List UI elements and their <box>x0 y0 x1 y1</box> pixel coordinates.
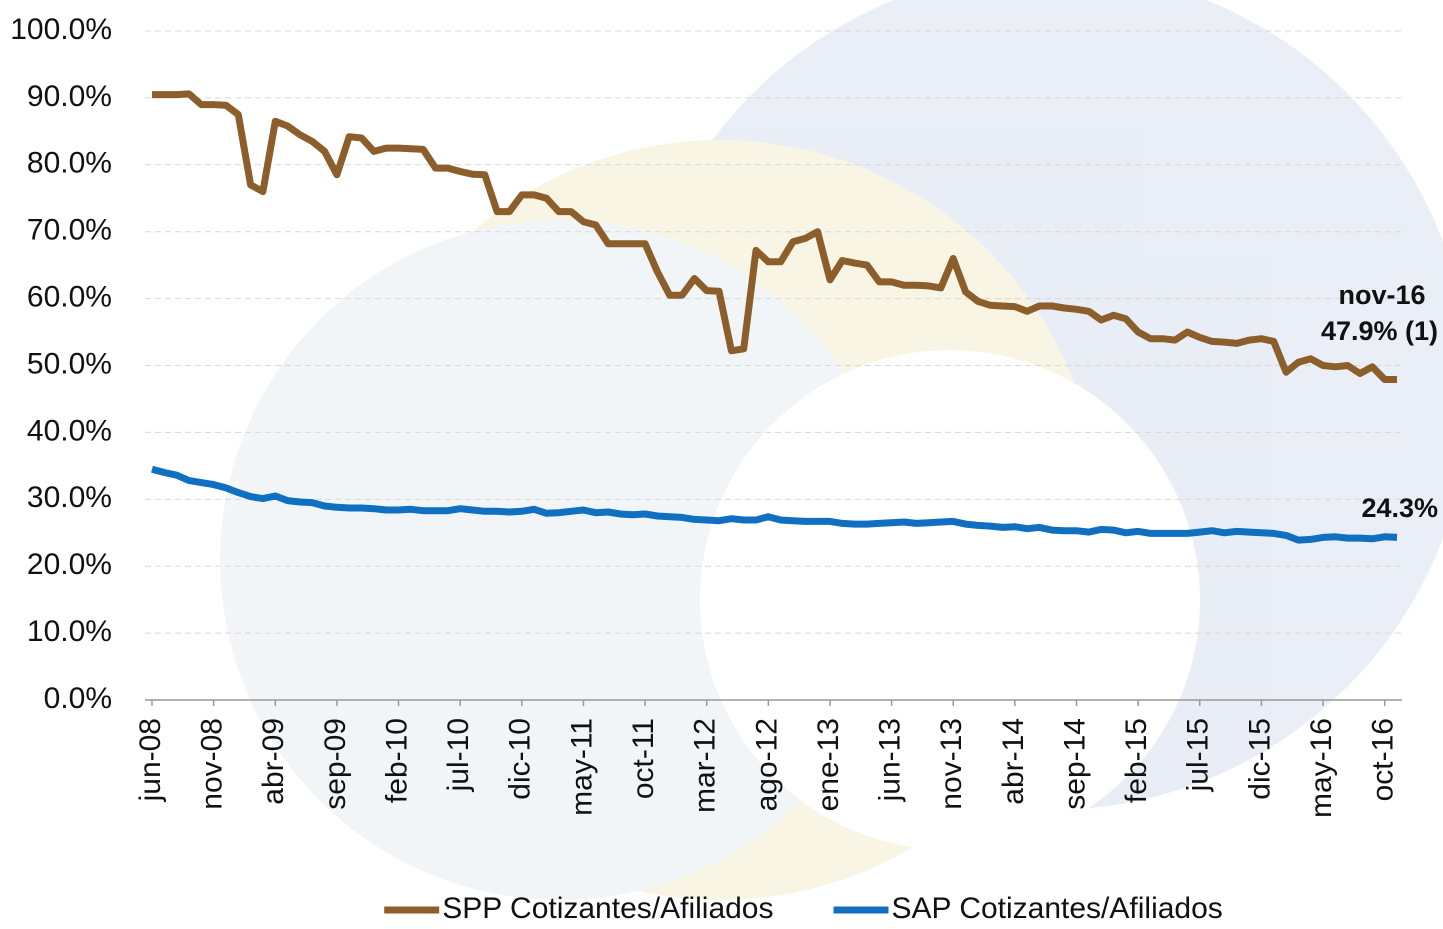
x-tick-label: jul-10 <box>442 718 475 792</box>
x-tick-label: ago-12 <box>750 718 783 811</box>
x-tick-label: jun-13 <box>874 718 907 802</box>
x-tick-label: jul-15 <box>1182 718 1215 792</box>
background-decoration <box>220 0 1443 900</box>
y-tick-label: 70.0% <box>27 214 112 247</box>
y-tick-label: 40.0% <box>27 414 112 447</box>
legend: SPP Cotizantes/Afiliados SAP Cotizantes/A… <box>384 892 1223 925</box>
annotation: nov-16 <box>1338 280 1425 310</box>
decor-circle <box>220 220 900 900</box>
series-line <box>152 90 1397 383</box>
x-tick-label: abr-14 <box>997 718 1030 805</box>
annotation: 47.9% (1) <box>1321 316 1438 346</box>
x-tick-label: may-16 <box>1305 718 1338 818</box>
y-tick-label: 10.0% <box>27 615 112 648</box>
y-tick-label: 100.0% <box>10 13 112 46</box>
y-tick-label: 60.0% <box>27 281 112 314</box>
x-tick-label: dic-10 <box>504 718 537 800</box>
x-tick-label: jun-08 <box>134 718 167 802</box>
x-tick-label: oct-16 <box>1367 718 1400 801</box>
x-tick-label: dic-15 <box>1243 718 1276 800</box>
y-tick-label: 0.0% <box>44 682 112 715</box>
legend-label: SAP Cotizantes/Afiliados <box>892 892 1223 925</box>
x-tick-label: mar-12 <box>689 718 722 813</box>
x-tick-label: sep-09 <box>319 718 352 810</box>
y-tick-label: 30.0% <box>27 481 112 514</box>
y-tick-label: 90.0% <box>27 80 112 113</box>
x-tick-label: sep-14 <box>1058 718 1091 810</box>
x-tick-label: feb-10 <box>380 718 413 803</box>
annotation: 24.3% <box>1361 493 1438 523</box>
x-tick-label: feb-15 <box>1120 718 1153 803</box>
x-tick-label: abr-09 <box>257 718 290 805</box>
x-tick-label: may-11 <box>565 718 598 816</box>
x-tick-label: oct-11 <box>627 718 660 799</box>
legend-label: SPP Cotizantes/Afiliados <box>442 892 773 925</box>
x-tick-label: nov-13 <box>935 718 968 810</box>
y-tick-label: 20.0% <box>27 548 112 581</box>
y-tick-label: 80.0% <box>27 147 112 180</box>
series-line <box>151 465 1398 544</box>
decor-circle <box>700 350 1200 850</box>
x-tick-label: nov-08 <box>196 718 229 810</box>
y-tick-label: 50.0% <box>27 347 112 380</box>
decor-circle <box>630 0 1443 810</box>
x-tick-label: ene-13 <box>812 718 845 811</box>
